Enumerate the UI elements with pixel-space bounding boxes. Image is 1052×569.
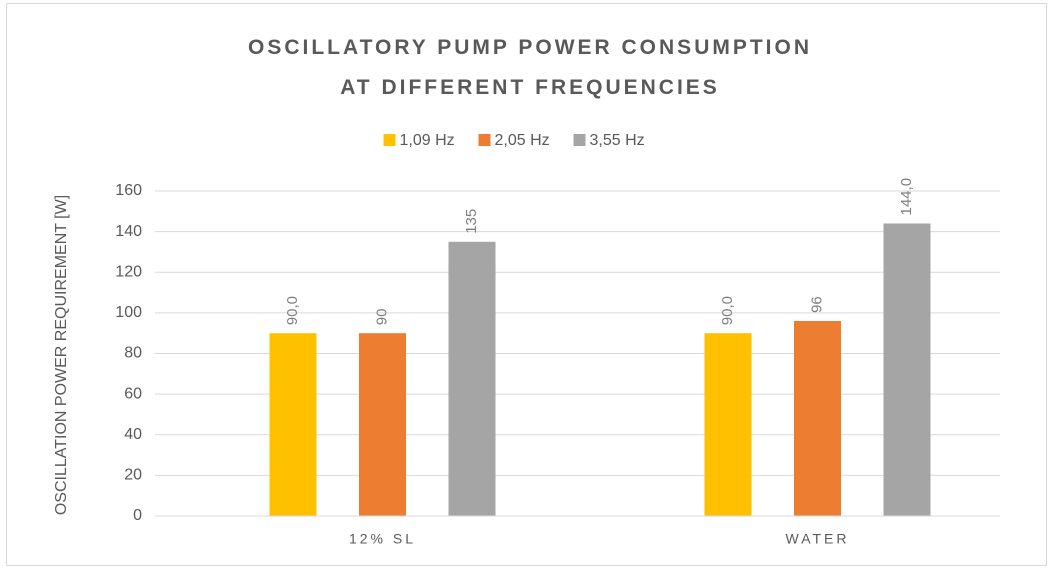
- data-label: 90,0: [284, 296, 301, 325]
- bar: [448, 241, 496, 516]
- legend-swatch: [478, 134, 491, 146]
- x-tick-label: WATER: [786, 531, 850, 547]
- y-tick-label: 60: [124, 385, 142, 402]
- bar: [269, 333, 317, 516]
- chart-border: [6, 3, 1047, 566]
- y-tick-label: 20: [124, 467, 142, 484]
- y-tick-label: 80: [124, 345, 142, 362]
- data-label: 144,0: [898, 178, 915, 216]
- y-tick-label: 120: [115, 263, 142, 280]
- data-label: 90: [373, 309, 390, 326]
- y-tick-label: 100: [115, 304, 142, 321]
- legend-label: 2,05 Hz: [495, 132, 550, 149]
- legend-label: 1,09 Hz: [400, 132, 455, 149]
- y-tick-label: 40: [124, 426, 142, 443]
- legend-label: 3,55 Hz: [590, 132, 645, 149]
- legend-swatch: [383, 134, 396, 146]
- bar: [359, 333, 406, 516]
- data-label: 135: [463, 209, 480, 234]
- y-axis-label: OSCILLATION POWER REQUIREMENT [W]: [53, 195, 70, 515]
- bar: [794, 321, 841, 516]
- y-tick-label: 0: [133, 507, 142, 524]
- bar: [704, 333, 752, 516]
- y-tick-label: 160: [115, 182, 142, 199]
- x-tick-label: 12% SL: [349, 531, 416, 547]
- legend-swatch: [573, 134, 586, 146]
- y-tick-label: 140: [115, 223, 142, 240]
- data-label: 90,0: [719, 296, 736, 325]
- chart-title: OSCILLATORY PUMP POWER CONSUMPTION AT DI…: [247, 36, 813, 99]
- bar: [883, 223, 931, 516]
- data-label: 96: [808, 296, 825, 313]
